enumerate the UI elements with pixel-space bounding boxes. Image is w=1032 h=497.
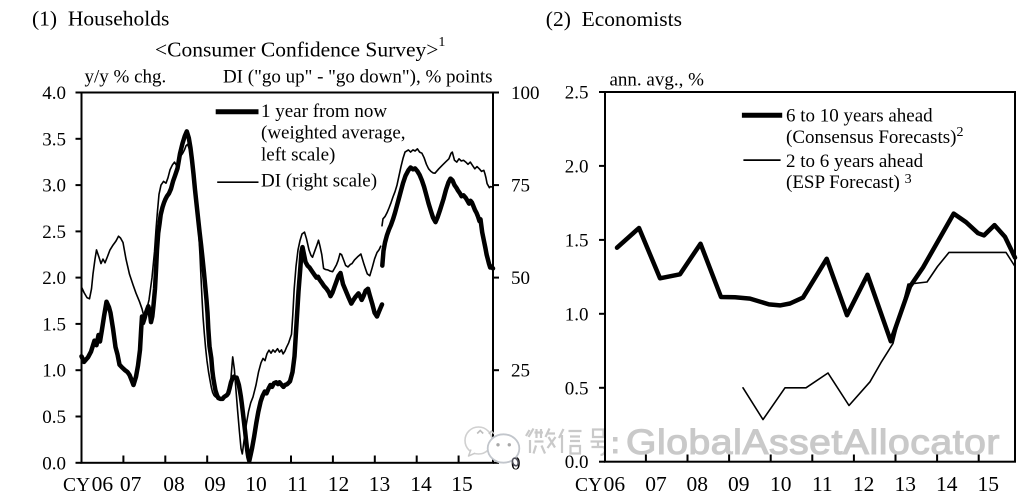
svg-text:(weighted average,: (weighted average,: [261, 123, 406, 144]
svg-text:14: 14: [936, 472, 958, 496]
svg-text:CY: CY: [63, 475, 90, 496]
svg-text:100: 100: [511, 83, 540, 104]
svg-text:0.5: 0.5: [42, 407, 66, 428]
svg-text:15: 15: [451, 472, 473, 496]
svg-text:10: 10: [770, 472, 792, 496]
svg-text:07: 07: [645, 472, 667, 496]
svg-text:08: 08: [163, 472, 185, 496]
svg-text:13: 13: [894, 472, 916, 496]
svg-text:06: 06: [604, 472, 626, 496]
svg-text:75: 75: [511, 176, 530, 197]
svg-text:<Consumer Confidence Survey>1: <Consumer Confidence Survey>1: [155, 35, 445, 62]
svg-text:12: 12: [328, 472, 350, 496]
svg-text:08: 08: [686, 472, 708, 496]
svg-text:2.5: 2.5: [565, 83, 589, 104]
svg-text:(ESP Forecast) 3: (ESP Forecast) 3: [786, 172, 912, 193]
svg-text:2.0: 2.0: [42, 268, 66, 289]
svg-text:6 to 10 years ahead: 6 to 10 years ahead: [786, 105, 933, 126]
svg-text:1.0: 1.0: [565, 304, 589, 325]
svg-text:left scale): left scale): [261, 145, 335, 166]
svg-text:2.0: 2.0: [565, 156, 589, 177]
svg-text:0.0: 0.0: [565, 452, 589, 473]
svg-text:3.0: 3.0: [42, 176, 66, 197]
svg-text:11: 11: [812, 472, 833, 496]
svg-text:13: 13: [369, 472, 391, 496]
svg-text:06: 06: [92, 472, 114, 496]
svg-text:07: 07: [120, 472, 142, 496]
svg-text:09: 09: [204, 472, 226, 496]
svg-text:1 year from now: 1 year from now: [261, 101, 387, 122]
svg-text:(Consensus Forecasts)2: (Consensus Forecasts)2: [786, 125, 963, 148]
svg-text:DI ("go up" - "go down"), % po: DI ("go up" - "go down"), % points: [223, 67, 493, 88]
svg-text:1.5: 1.5: [42, 314, 66, 335]
svg-text:3.5: 3.5: [42, 129, 66, 150]
svg-text:10: 10: [245, 472, 267, 496]
svg-text:DI (right scale): DI (right scale): [261, 171, 377, 192]
svg-text:2.5: 2.5: [42, 222, 66, 243]
svg-text:CY: CY: [575, 475, 602, 496]
svg-text:(1) Households: (1) Households: [32, 7, 169, 31]
svg-text:09: 09: [728, 472, 750, 496]
svg-text:ann. avg., %: ann. avg., %: [610, 70, 705, 91]
svg-text:14: 14: [410, 472, 432, 496]
svg-text:12: 12: [853, 472, 875, 496]
svg-text:0.5: 0.5: [565, 378, 589, 399]
svg-text:25: 25: [511, 361, 530, 382]
svg-text:2 to 6 years ahead: 2 to 6 years ahead: [786, 151, 924, 172]
svg-text:y/y % chg.: y/y % chg.: [85, 67, 167, 88]
svg-text:1.0: 1.0: [42, 361, 66, 382]
svg-text:15: 15: [977, 472, 999, 496]
svg-text:0.0: 0.0: [42, 453, 66, 474]
svg-text:50: 50: [511, 268, 530, 289]
svg-text:11: 11: [287, 472, 308, 496]
svg-text:(2) Economists: (2) Economists: [546, 7, 682, 31]
svg-text:1.5: 1.5: [565, 230, 589, 251]
svg-text:4.0: 4.0: [42, 83, 66, 104]
